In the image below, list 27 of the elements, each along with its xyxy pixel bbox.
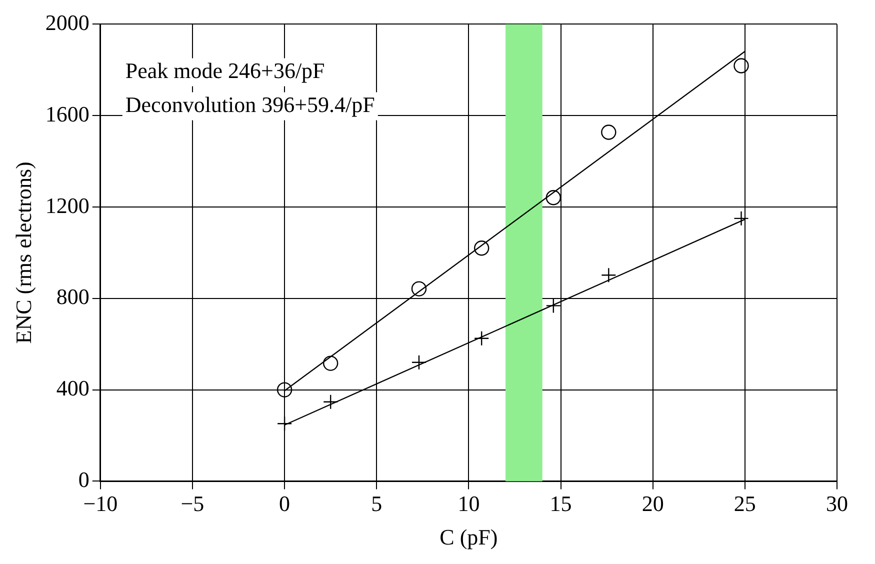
x-axis-title: C (pF) xyxy=(440,524,498,550)
y-tick-label: 400 xyxy=(56,376,90,401)
point xyxy=(601,124,616,140)
y-axis-title: ENC (rms electrons) xyxy=(10,162,36,344)
annotation: Peak mode 246+36/pF xyxy=(125,58,325,83)
point xyxy=(411,354,427,370)
x-tick-label: 30 xyxy=(826,491,848,516)
y-tick-label: 0 xyxy=(78,466,90,492)
x-tick-label: 10 xyxy=(458,491,480,516)
point xyxy=(474,240,490,256)
annotation: Deconvolution 396+59.4/pF xyxy=(125,92,375,117)
x-tick-label: 15 xyxy=(550,491,572,516)
point xyxy=(276,382,292,398)
x-tick-label: 0 xyxy=(279,491,290,516)
y-tick-label: 800 xyxy=(56,284,90,310)
x-tick-label: 25 xyxy=(734,491,756,516)
x-tick-label: 20 xyxy=(642,491,664,516)
point xyxy=(734,58,749,74)
y-tick-label: 1200 xyxy=(45,192,90,218)
y-tick-label: 2000 xyxy=(45,10,90,35)
point xyxy=(322,356,338,371)
y-tick-label: 1600 xyxy=(45,101,90,126)
x-tick-label: −5 xyxy=(180,491,204,516)
point xyxy=(411,281,427,296)
x-tick-label: −10 xyxy=(83,491,118,516)
x-tick-label: 5 xyxy=(371,491,382,516)
point xyxy=(546,190,562,206)
